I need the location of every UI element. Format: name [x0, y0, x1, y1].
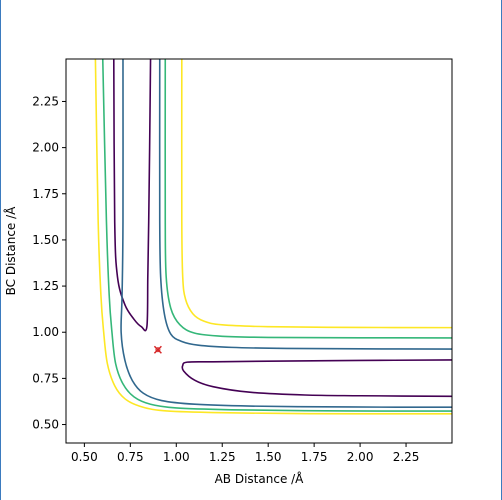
contour-line-0-0	[112, 59, 152, 332]
x-tick-label: 1.75	[301, 450, 328, 464]
x-axis-label: AB Distance /Å	[215, 471, 305, 486]
y-tick-label: 1.00	[32, 325, 59, 339]
plot-frame	[65, 58, 453, 444]
x-tick-label: 1.50	[255, 450, 282, 464]
y-tick-label: 0.75	[32, 371, 59, 385]
contour-line-1-0	[158, 59, 452, 350]
y-tick-label: 1.75	[32, 187, 59, 201]
contour-line-0-1	[181, 359, 452, 398]
y-tick-label: 2.00	[32, 141, 59, 155]
x-tick-label: 1.00	[163, 450, 190, 464]
contour-line-3-1	[94, 59, 452, 415]
x-tick-label: 2.25	[393, 450, 420, 464]
marker-dot-0	[155, 347, 161, 353]
x-tick-label: 0.75	[117, 450, 144, 464]
y-tick-label: 1.50	[32, 233, 59, 247]
x-tick-label: 1.25	[209, 450, 236, 464]
contour-line-2-1	[101, 59, 452, 412]
y-tick-label: 2.25	[32, 94, 59, 108]
x-tick-label: 0.50	[71, 450, 98, 464]
contour-line-1-1	[120, 59, 452, 409]
y-tick-label: 0.50	[32, 418, 59, 432]
x-tick-label: 2.00	[347, 450, 374, 464]
contour-line-3-0	[180, 59, 452, 329]
y-tick-label: 1.25	[32, 279, 59, 293]
contour-line-2-0	[164, 59, 452, 339]
marker-x-0	[153, 345, 162, 354]
y-axis-label: BC Distance /Å	[3, 206, 18, 296]
